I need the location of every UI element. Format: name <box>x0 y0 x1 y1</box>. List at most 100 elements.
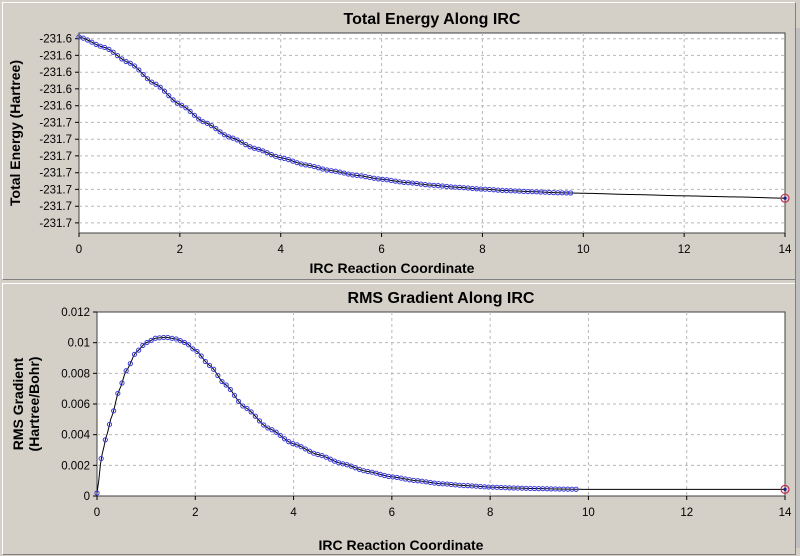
data-point <box>131 63 138 69</box>
data-point <box>230 135 236 141</box>
y-tick-label: -231.7 <box>39 134 72 146</box>
data-point <box>234 137 240 143</box>
data-point <box>294 442 300 448</box>
data-point <box>265 425 271 431</box>
data-point <box>166 93 172 99</box>
data-point <box>174 100 180 106</box>
x-tick-label: 10 <box>582 507 595 519</box>
data-point <box>194 348 200 355</box>
x-tick-label: 12 <box>680 507 693 519</box>
data-point <box>281 436 288 442</box>
x-tick-label: 0 <box>76 244 82 256</box>
plot-area <box>78 32 786 234</box>
x-tick-label: 8 <box>487 507 493 519</box>
gradient-chart: RMS Gradient Along IRC 0 2 4 6 8 10 12 14 0 0.002 0… <box>10 290 792 553</box>
data-point <box>331 458 338 464</box>
data-point <box>213 126 219 132</box>
final-point-dot <box>783 196 787 200</box>
data-point <box>200 119 206 125</box>
data-point <box>223 382 229 388</box>
data-point <box>89 39 95 45</box>
data-point <box>148 337 154 343</box>
x-tick-label: 0 <box>94 507 100 519</box>
final-point-marker <box>780 484 790 495</box>
data-point <box>323 454 329 460</box>
data-point <box>149 79 155 85</box>
data-point <box>110 49 116 55</box>
data-point <box>119 56 125 62</box>
data-point <box>170 97 176 103</box>
y-tick-label: -231.7 <box>39 201 72 213</box>
x-tick-label: 2 <box>177 244 183 256</box>
data-point <box>173 336 179 342</box>
y-tick-label: -231.7 <box>39 117 72 129</box>
data-point <box>568 190 574 196</box>
y-tick-label: -231.7 <box>39 168 72 180</box>
data-point <box>269 427 275 433</box>
data-point <box>127 361 133 367</box>
x-tick-label: 14 <box>779 244 792 256</box>
energy-chart: Total Energy Along IRC 0 2 4 6 8 10 12 14 -231.6 -… <box>7 11 792 276</box>
data-point <box>208 123 215 129</box>
data-point <box>191 112 198 118</box>
y-tick-label: 0.004 <box>61 430 90 442</box>
data-point <box>80 35 86 41</box>
y-tick-label: 0.008 <box>61 368 90 380</box>
data-point <box>123 368 129 374</box>
data-point <box>243 142 249 148</box>
data-point <box>106 421 113 428</box>
y-tick-label: -231.7 <box>39 151 72 163</box>
data-point <box>286 439 292 445</box>
x-tick-label: 8 <box>479 244 485 256</box>
y-axis-label-line: RMS Gradient <box>10 357 26 450</box>
y-tick-label: -231.6 <box>39 84 72 96</box>
y-axis-label-line: (Hartree/Bohr) <box>26 357 42 452</box>
data-point <box>153 81 159 87</box>
data-point <box>227 386 233 393</box>
x-axis-label: IRC Reaction Coordinate <box>310 260 475 276</box>
data-point <box>231 392 238 399</box>
data-point <box>221 132 227 138</box>
data-point <box>273 429 279 435</box>
data-point <box>319 452 325 459</box>
data-point <box>206 362 213 368</box>
data-point <box>244 405 250 412</box>
x-tick-label: 2 <box>192 507 198 519</box>
x-tick-label: 10 <box>577 244 590 256</box>
data-point <box>298 444 304 450</box>
y-tick-label: 0.006 <box>61 399 90 411</box>
data-point <box>352 465 358 471</box>
data-point <box>248 409 254 415</box>
data-point <box>240 403 246 409</box>
y-tick-label: -231.6 <box>39 67 72 79</box>
y-tick-label: 0.002 <box>61 460 90 472</box>
gradient-chart-panel: RMS Gradient Along IRC 0 2 4 6 8 10 12 14 0 0.002 0… <box>2 283 796 555</box>
data-point <box>202 358 208 365</box>
energy-chart-panel: Total Energy Along IRC 0 2 4 6 8 10 12 14 -231.6 -… <box>2 2 796 280</box>
data-point <box>131 351 138 357</box>
data-point <box>196 116 202 122</box>
x-axis-label: IRC Reaction Coordinate <box>319 537 484 553</box>
y-axis-label: Total Energy (Hartree) <box>7 60 23 206</box>
data-point <box>106 46 112 52</box>
x-tick-label: 4 <box>278 244 285 256</box>
data-point <box>238 139 245 145</box>
data-point <box>94 490 100 496</box>
x-tick-label: 12 <box>678 244 691 256</box>
data-point <box>102 44 108 51</box>
data-point <box>256 418 263 424</box>
data-point <box>84 37 91 43</box>
data-point <box>98 455 104 462</box>
data-point <box>204 120 210 126</box>
y-tick-label: 0.01 <box>68 338 90 350</box>
data-point <box>306 448 313 454</box>
vertical-scrollbar[interactable] <box>795 28 800 548</box>
y-tick-label: -231.7 <box>39 184 72 196</box>
x-tick-label: 6 <box>378 244 384 256</box>
data-point <box>247 144 253 150</box>
chart-title: RMS Gradient Along IRC <box>348 290 535 307</box>
data-point <box>161 88 168 94</box>
data-point <box>327 456 333 462</box>
x-tick-label: 4 <box>290 507 297 519</box>
data-point <box>111 408 117 414</box>
